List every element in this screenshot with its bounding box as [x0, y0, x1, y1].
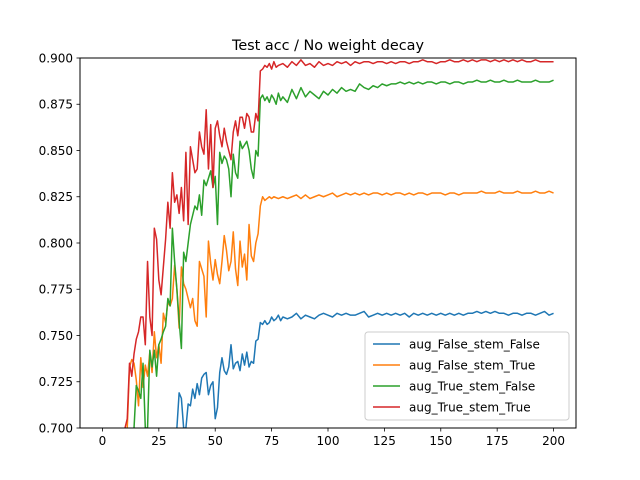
x-tick-label: 125: [373, 434, 396, 448]
y-tick-label: 0.875: [39, 98, 73, 112]
x-axis: 0 25 50 75 100 125 150 175 200: [99, 428, 565, 448]
legend-label: aug_True_stem_True: [409, 400, 531, 414]
legend-label: aug_False_stem_True: [409, 358, 535, 372]
series-line-aug_True_stem_False: [133, 79, 554, 428]
legend-box: [364, 331, 570, 421]
series-line-aug_True_stem_True: [124, 59, 554, 428]
x-tick-label: 100: [317, 434, 340, 448]
y-tick-label: 0.775: [39, 283, 73, 297]
y-tick-label: 0.700: [39, 421, 73, 435]
y-axis: 0.700 0.725 0.750 0.775 0.800 0.825 0.850 0.875…: [39, 51, 80, 435]
y-tick-label: 0.850: [39, 144, 73, 158]
x-tick-label: 0: [99, 434, 107, 448]
y-tick-label: 0.900: [39, 51, 73, 65]
legend: aug_False_stem_False aug_False_stem_Truea…: [364, 331, 570, 421]
x-tick-label: 175: [486, 434, 509, 448]
y-tick-label: 0.800: [39, 236, 73, 250]
x-tick-label: 200: [542, 434, 565, 448]
legend-label: aug_True_stem_False: [409, 379, 535, 393]
y-tick-label: 0.825: [39, 190, 73, 204]
series-layer: [124, 59, 554, 428]
y-tick-label: 0.725: [39, 375, 73, 389]
x-tick-label: 150: [429, 434, 452, 448]
chart-title: Test acc / No weight decay: [231, 38, 425, 54]
legend-label: aug_False_stem_False: [409, 337, 540, 351]
x-tick-label: 25: [151, 434, 166, 448]
x-tick-label: 75: [264, 434, 279, 448]
series-line-aug_False_stem_False: [176, 310, 554, 428]
x-tick-label: 50: [208, 434, 223, 448]
y-tick-label: 0.750: [39, 329, 73, 343]
